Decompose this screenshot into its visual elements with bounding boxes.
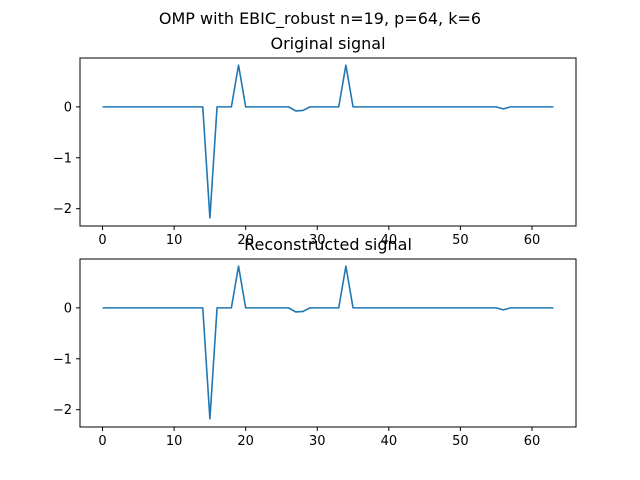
original-signal-y-tick-label: −2: [53, 202, 72, 217]
original-signal-axes-frame: [79, 57, 577, 227]
figure-suptitle: OMP with EBIC_robust n=19, p=64, k=6: [159, 9, 481, 29]
reconstructed-signal-series-line-0: [102, 265, 554, 420]
original-signal-title: Original signal: [270, 34, 385, 53]
original-signal-x-tick-label: 60: [524, 233, 541, 248]
reconstructed-signal-x-tick-label: 60: [524, 434, 541, 449]
reconstructed-signal-y-tick-label: −1: [53, 352, 72, 367]
original-signal-x-tick-label: 20: [237, 233, 254, 248]
reconstructed-signal-x-tick-label: 0: [98, 434, 106, 449]
original-signal-y-tick-label: 0: [64, 100, 72, 115]
reconstructed-signal-panel: 0 10 20 30 40 50 60 0 −1 −2 Reconstructed signal: [53, 235, 577, 449]
original-signal-x-tick-label: 40: [381, 233, 398, 248]
original-signal-x-tick-label: 50: [452, 233, 469, 248]
reconstructed-signal-title: Reconstructed signal: [244, 235, 412, 254]
reconstructed-signal-x-tick-label: 40: [381, 434, 398, 449]
original-signal-y-tick-label: −1: [53, 151, 72, 166]
reconstructed-signal-x-tick-label: 50: [452, 434, 469, 449]
reconstructed-signal-y-tick-label: −2: [53, 403, 72, 418]
original-signal-panel: 0 10 20 30 40 50 60 0 −1 −2 Original signal: [53, 34, 577, 248]
reconstructed-signal-x-tick-label: 20: [237, 434, 254, 449]
reconstructed-signal-axes-frame: [79, 258, 577, 428]
original-signal-x-tick-label: 10: [166, 233, 183, 248]
original-signal-series-line-0: [102, 64, 554, 219]
reconstructed-signal-x-tick-label: 30: [309, 434, 326, 449]
reconstructed-signal-y-tick-label: 0: [64, 301, 72, 316]
reconstructed-signal-x-tick-label: 10: [166, 434, 183, 449]
original-signal-x-tick-label: 30: [309, 233, 326, 248]
original-signal-x-tick-label: 0: [98, 233, 106, 248]
